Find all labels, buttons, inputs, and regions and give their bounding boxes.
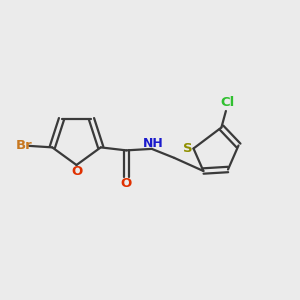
Text: S: S bbox=[183, 142, 193, 155]
Text: NH: NH bbox=[143, 137, 164, 150]
Text: O: O bbox=[121, 178, 132, 190]
Text: Cl: Cl bbox=[220, 95, 235, 109]
Text: Br: Br bbox=[15, 140, 32, 152]
Text: O: O bbox=[71, 165, 82, 178]
